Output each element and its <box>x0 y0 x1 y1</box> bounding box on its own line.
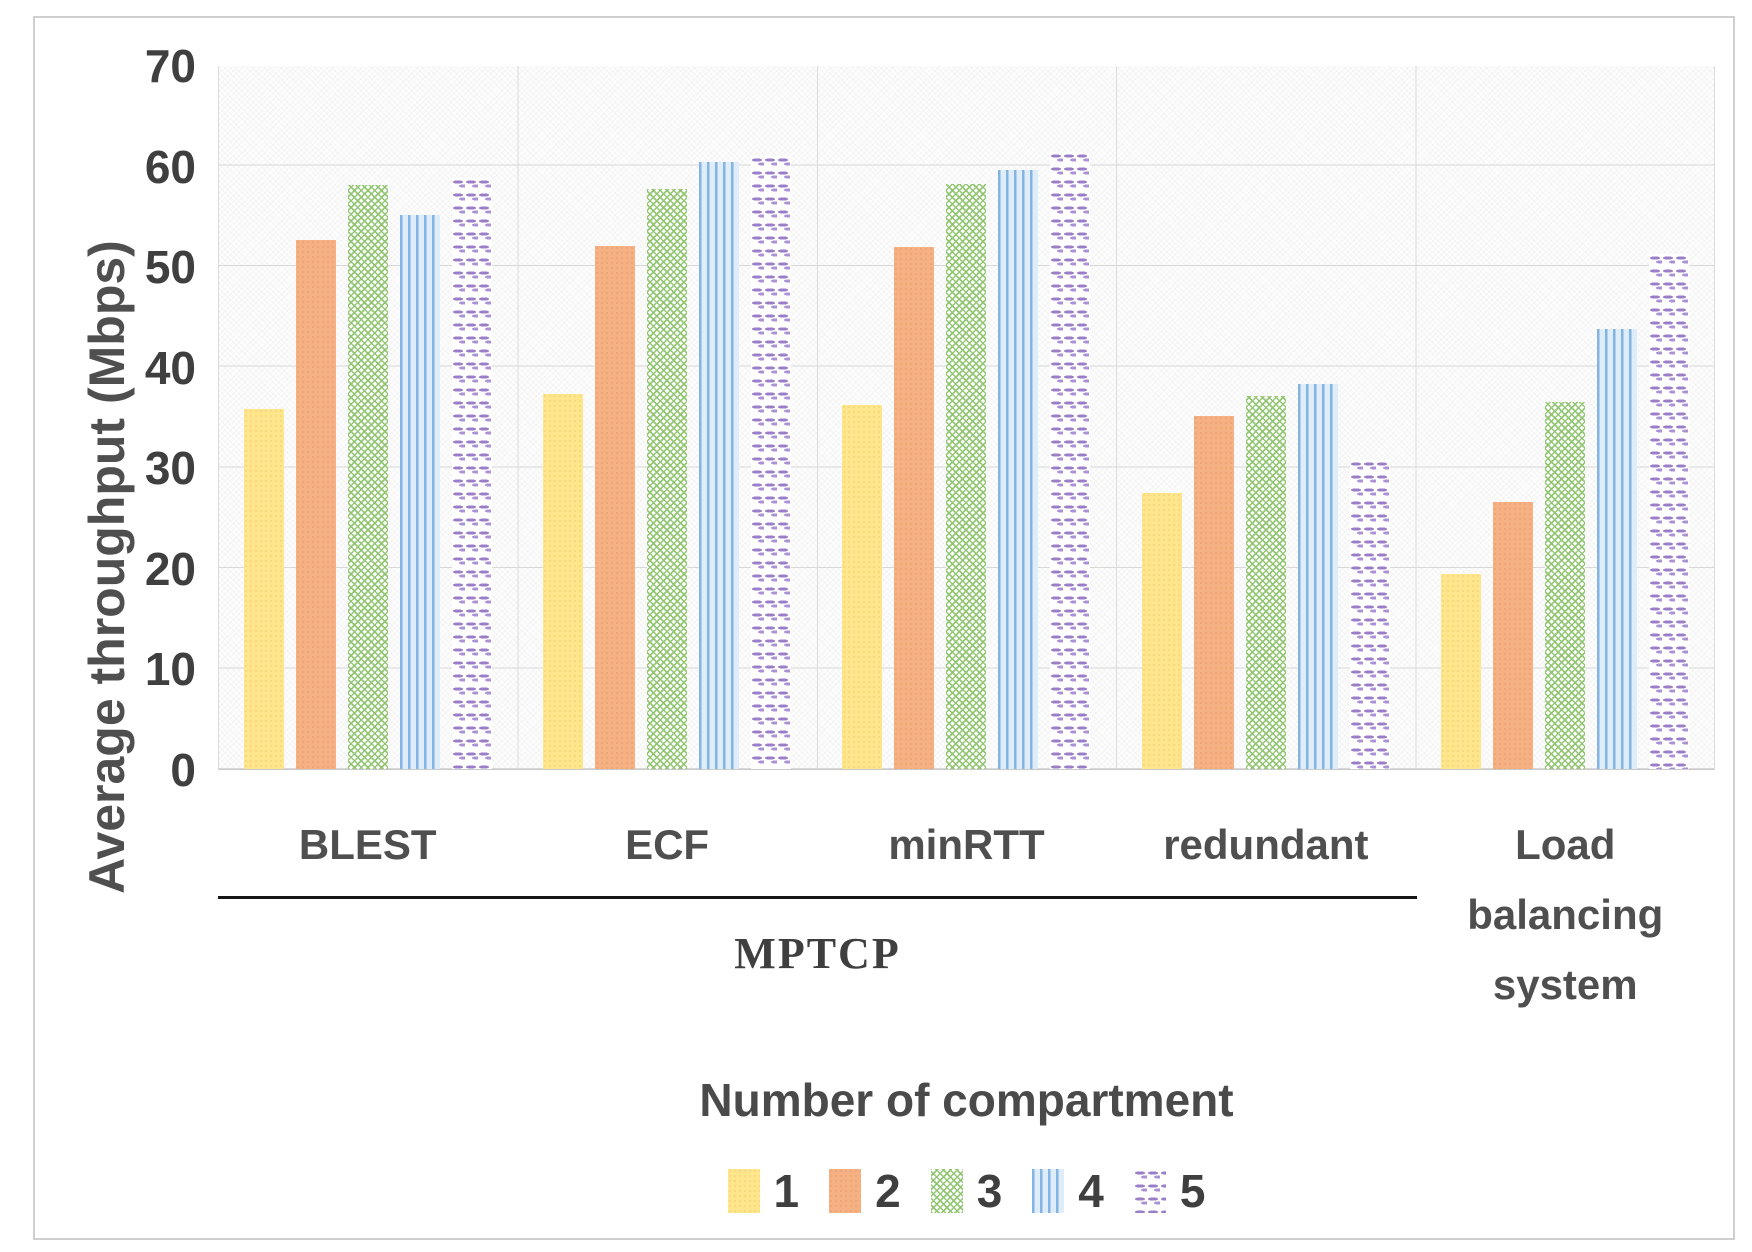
legend-item-1: 1 <box>727 1165 800 1217</box>
legend-swatch-blue-vertical-stripes <box>1032 1169 1065 1213</box>
bar-series-3 <box>946 183 987 769</box>
bar-series-5 <box>451 178 492 769</box>
category-label-text: Load balancing system <box>1467 821 1664 1008</box>
bar-series-3 <box>347 184 388 769</box>
y-tick-label: 50 <box>144 241 196 294</box>
bar-group-ecf <box>517 66 816 769</box>
y-tick-label: 40 <box>144 341 196 394</box>
bar-series-1 <box>842 405 883 769</box>
bar-series-4 <box>1597 329 1638 769</box>
legend-item-2: 2 <box>829 1168 901 1214</box>
bar-series-2 <box>1493 501 1534 769</box>
bar-series-2 <box>1193 415 1234 769</box>
legend-swatch-purple-wavy-lines <box>1133 1169 1166 1213</box>
legend-label: 4 <box>1078 1165 1104 1217</box>
legend-swatch-solid-orange-dotted <box>829 1169 862 1213</box>
bar-series-3 <box>1245 396 1286 769</box>
y-tick-label: 0 <box>170 744 196 796</box>
legend-label: 5 <box>1179 1165 1206 1217</box>
bar-series-1 <box>1141 492 1182 769</box>
bar-series-3 <box>647 188 688 769</box>
bar-series-1 <box>243 409 284 769</box>
bar-group-load-balancing-system <box>1416 66 1715 769</box>
y-tick-label: 10 <box>144 643 196 696</box>
mptcp-group-divider-line <box>218 896 1417 899</box>
bar-series-2 <box>295 239 336 769</box>
y-tick-label: 60 <box>144 140 196 193</box>
category-axis-labels: BLEST ECF minRTT redundant Load balancing sy… <box>218 810 1715 1020</box>
legend-item-4: 4 <box>1032 1168 1104 1214</box>
bar-series-3 <box>1545 402 1586 769</box>
bar-series-4 <box>998 170 1039 769</box>
bar-series-4 <box>699 162 740 769</box>
category-label: minRTT <box>817 810 1116 1020</box>
category-label-text: BLEST <box>298 821 437 868</box>
bar-series-5 <box>1050 152 1091 769</box>
legend-item-5: 5 <box>1133 1165 1206 1217</box>
legend-swatch-green-crosshatch <box>930 1169 963 1213</box>
legend: 1 2 3 4 5 <box>218 1168 1715 1214</box>
legend-item-3: 3 <box>930 1165 1003 1217</box>
mptcp-group-label: MPTCP <box>734 929 901 978</box>
y-tick-label: 30 <box>144 442 196 495</box>
bar-series-1 <box>1441 574 1482 769</box>
plot-area <box>218 66 1715 770</box>
bar-series-4 <box>1297 384 1338 769</box>
legend-label: 3 <box>976 1165 1003 1217</box>
bar-series-5 <box>751 156 792 769</box>
bar-series-2 <box>595 245 636 769</box>
y-tick-label: 70 <box>144 40 196 92</box>
bar-group-redundant <box>1116 66 1415 769</box>
bar-series-5 <box>1349 459 1390 769</box>
category-label: redundant <box>1116 810 1415 1020</box>
bar-group-blest <box>218 66 517 769</box>
bar-series-2 <box>894 246 935 769</box>
legend-label: 2 <box>875 1165 901 1217</box>
bar-group-minrtt <box>817 66 1116 769</box>
bar-series-4 <box>399 214 440 769</box>
y-tick-label: 20 <box>144 542 196 595</box>
category-label: ECF <box>517 810 816 1020</box>
category-label: BLEST <box>218 810 517 1020</box>
legend-label: 1 <box>773 1165 800 1217</box>
bar-series-1 <box>543 394 584 769</box>
x-axis-title: Number of compartment <box>699 1074 1234 1126</box>
category-label-text: ECF <box>625 821 710 868</box>
legend-swatch-solid-yellow-dotted <box>727 1169 760 1213</box>
category-label-text: minRTT <box>888 821 1045 868</box>
category-label: Load balancing system <box>1416 810 1715 1020</box>
category-label-text: redundant <box>1163 821 1369 868</box>
bar-series-5 <box>1649 253 1690 769</box>
